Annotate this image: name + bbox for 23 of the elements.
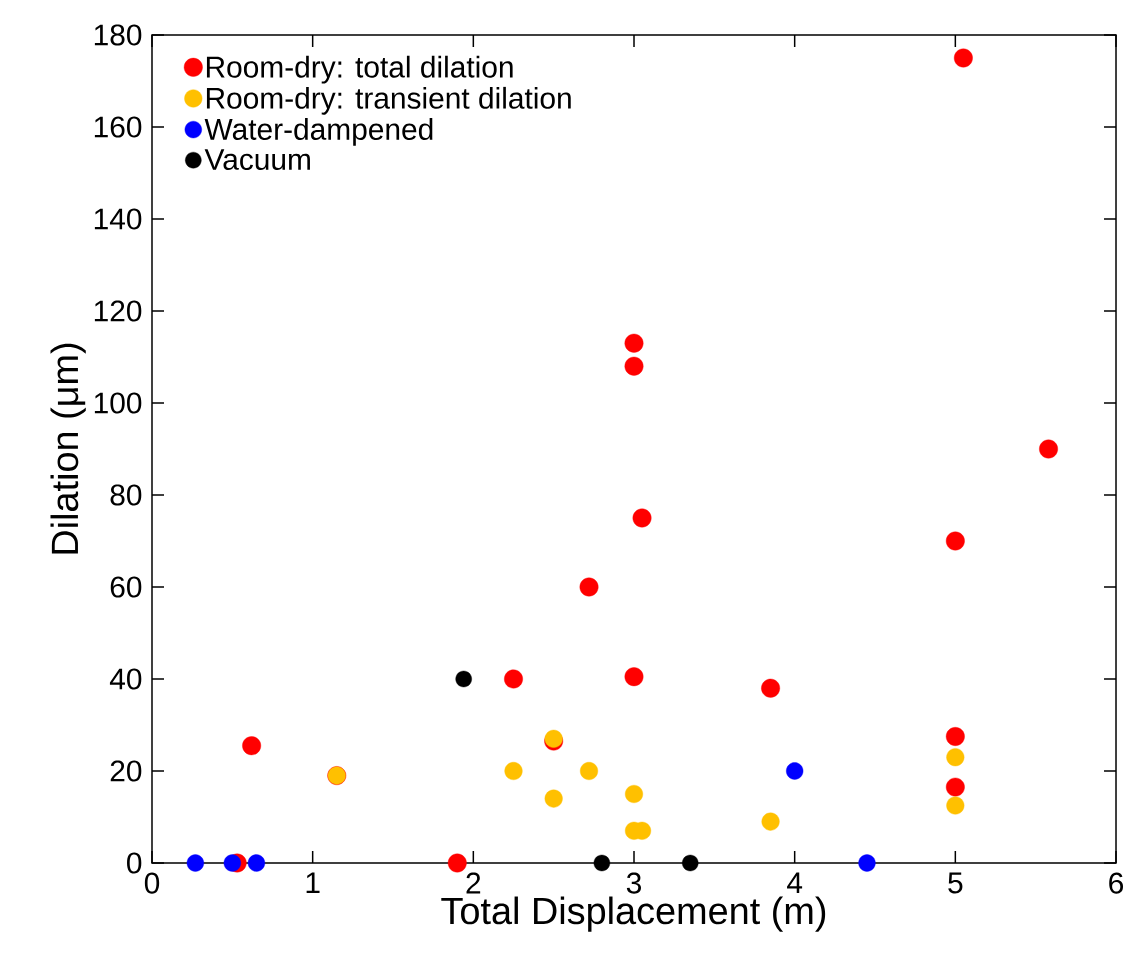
y-tick-label: 120 [94, 300, 142, 322]
y-tick-label: 180 [94, 24, 142, 46]
x-tick-label: 0 [144, 872, 160, 894]
legend-label: Room-dry: total dilation [206, 55, 513, 84]
x-tick-label: 1 [306, 872, 320, 894]
legend-label: Water-dampened [204, 118, 433, 146]
legend-label: Vacuum [204, 149, 310, 171]
y-tick-label: 0 [127, 852, 142, 874]
legend-label: Room-dry: transient dilation [206, 86, 571, 115]
y-tick-label: 100 [94, 392, 142, 414]
y-tick-label: 20 [110, 760, 142, 782]
x-tick-label: 2 [466, 872, 481, 894]
y-tick-label: 160 [94, 116, 142, 138]
x-tick-label: 3 [626, 872, 642, 894]
y-tick-label: 60 [110, 576, 142, 598]
x-tick-label: 6 [1109, 872, 1124, 894]
y-tick-label: 80 [110, 484, 142, 506]
y-axis-title: Dilation (μm) [50, 343, 86, 554]
x-tick-label: 4 [787, 872, 803, 894]
x-axis-title: Total Displacement (m) [441, 896, 826, 932]
y-tick-label: 140 [94, 208, 142, 230]
x-tick-label: 5 [948, 872, 963, 894]
y-tick-label: 40 [109, 668, 142, 690]
